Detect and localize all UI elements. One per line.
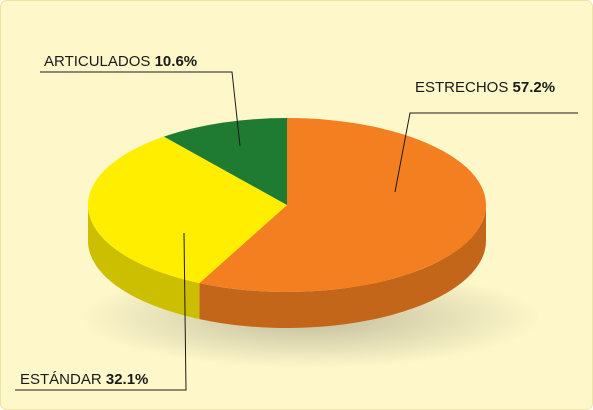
slice (163, 118, 287, 205)
slice (87, 136, 287, 284)
label-value: 10.6% (155, 53, 198, 70)
slice (199, 118, 487, 292)
label-value: 32.1% (106, 371, 149, 388)
label-value: 57.2% (513, 79, 556, 96)
label-name: ESTRECHOS (415, 79, 508, 96)
slice-label: ESTRECHOS 57.2% (415, 79, 555, 96)
leader-line (40, 71, 241, 147)
label-name: ESTÁNDAR (20, 371, 102, 388)
label-name: ARTICULADOS (44, 53, 150, 70)
slice-side (87, 205, 200, 320)
leader-line (15, 232, 187, 391)
slice-label: ARTICULADOS 10.6% (44, 53, 197, 70)
leader-line (394, 112, 578, 193)
slice-label: ESTÁNDAR 32.1% (20, 371, 148, 388)
slice-side (199, 205, 487, 328)
pie (87, 118, 487, 328)
